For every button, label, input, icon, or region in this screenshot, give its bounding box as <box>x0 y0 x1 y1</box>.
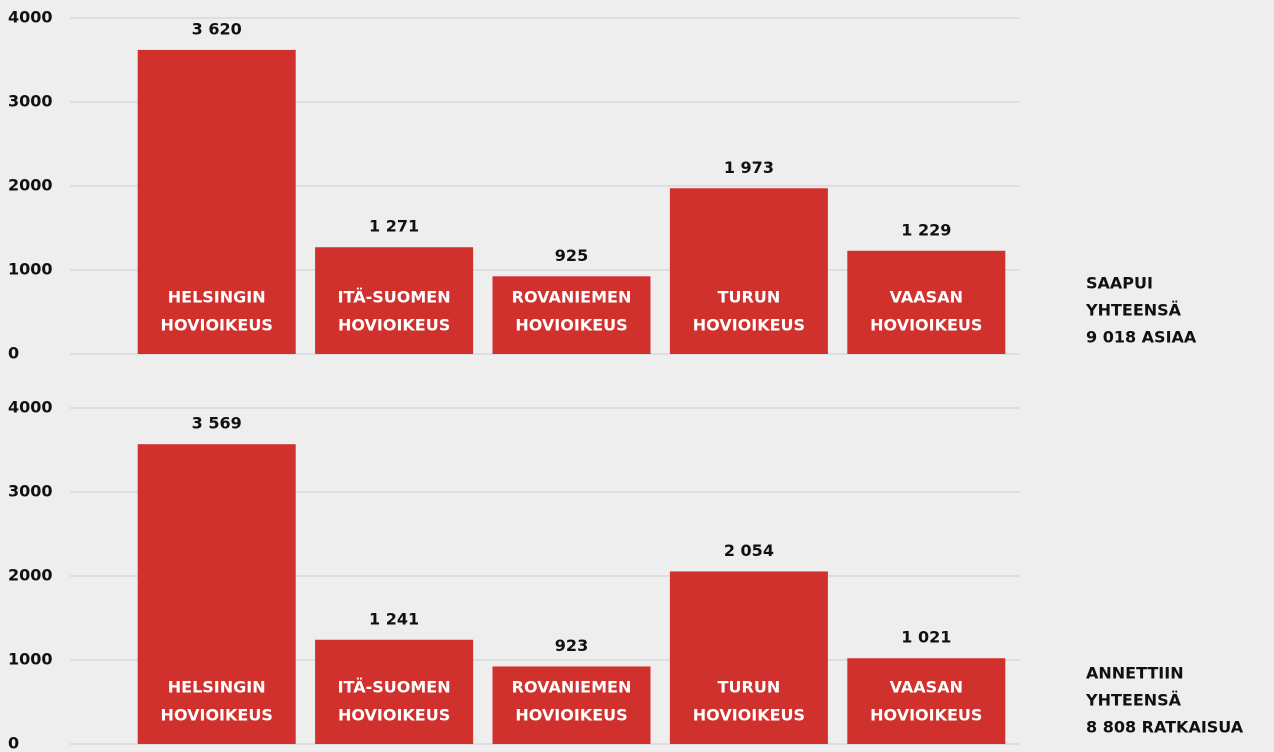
category-label: ITÄ-SUOMEN <box>338 678 451 697</box>
value-label: 923 <box>555 636 588 655</box>
category-label: VAASAN <box>890 678 963 697</box>
annotation: 9 018 ASIAA <box>1086 328 1197 347</box>
value-label: 925 <box>555 246 588 265</box>
category-label: ROVANIEMEN <box>512 288 632 307</box>
value-label: 1 021 <box>901 628 951 647</box>
y-tick-label: 3000 <box>8 482 53 501</box>
annotation: SAAPUI <box>1086 274 1153 293</box>
bar <box>137 49 296 355</box>
category-label: HOVIOIKEUS <box>515 316 627 335</box>
category-label: TURUN <box>718 678 781 697</box>
category-label: VAASAN <box>890 288 963 307</box>
category-label: HOVIOIKEUS <box>161 706 273 725</box>
bar <box>669 188 828 354</box>
bar <box>315 639 474 744</box>
annotation: ANNETTIIN <box>1086 664 1184 683</box>
value-label: 3 569 <box>192 414 242 433</box>
category-label: HELSINGIN <box>168 288 266 307</box>
y-tick-label: 0 <box>8 344 19 363</box>
bar <box>315 247 474 354</box>
value-label: 3 620 <box>192 19 242 38</box>
value-label: 1 271 <box>369 217 419 236</box>
category-label: HOVIOIKEUS <box>338 706 450 725</box>
y-tick-label: 0 <box>8 734 19 752</box>
y-tick-label: 4000 <box>8 398 53 417</box>
category-label: ITÄ-SUOMEN <box>338 288 451 307</box>
category-label: HOVIOIKEUS <box>693 706 805 725</box>
y-tick-label: 1000 <box>8 650 53 669</box>
value-label: 1 229 <box>901 220 951 239</box>
y-tick-label: 1000 <box>8 260 53 279</box>
annotation: YHTEENSÄ <box>1085 301 1182 320</box>
category-label: TURUN <box>718 288 781 307</box>
value-label: 1 241 <box>369 609 419 628</box>
category-label: HOVIOIKEUS <box>870 316 982 335</box>
y-tick-label: 4000 <box>8 8 53 27</box>
bar <box>847 658 1006 744</box>
category-label: HOVIOIKEUS <box>161 316 273 335</box>
category-label: HOVIOIKEUS <box>693 316 805 335</box>
category-label: HELSINGIN <box>168 678 266 697</box>
category-label: HOVIOIKEUS <box>515 706 627 725</box>
bar <box>492 666 651 744</box>
bar <box>492 276 651 354</box>
y-tick-label: 3000 <box>8 92 53 111</box>
category-label: HOVIOIKEUS <box>338 316 450 335</box>
bar <box>137 444 296 744</box>
annotation: 8 808 RATKAISUA <box>1086 718 1244 737</box>
y-tick-label: 2000 <box>8 176 53 195</box>
annotation: YHTEENSÄ <box>1085 691 1182 710</box>
value-label: 2 054 <box>724 541 774 560</box>
category-label: HOVIOIKEUS <box>870 706 982 725</box>
y-tick-label: 2000 <box>8 566 53 585</box>
bar <box>669 571 828 744</box>
bar <box>847 250 1006 354</box>
category-label: ROVANIEMEN <box>512 678 632 697</box>
value-label: 1 973 <box>724 158 774 177</box>
